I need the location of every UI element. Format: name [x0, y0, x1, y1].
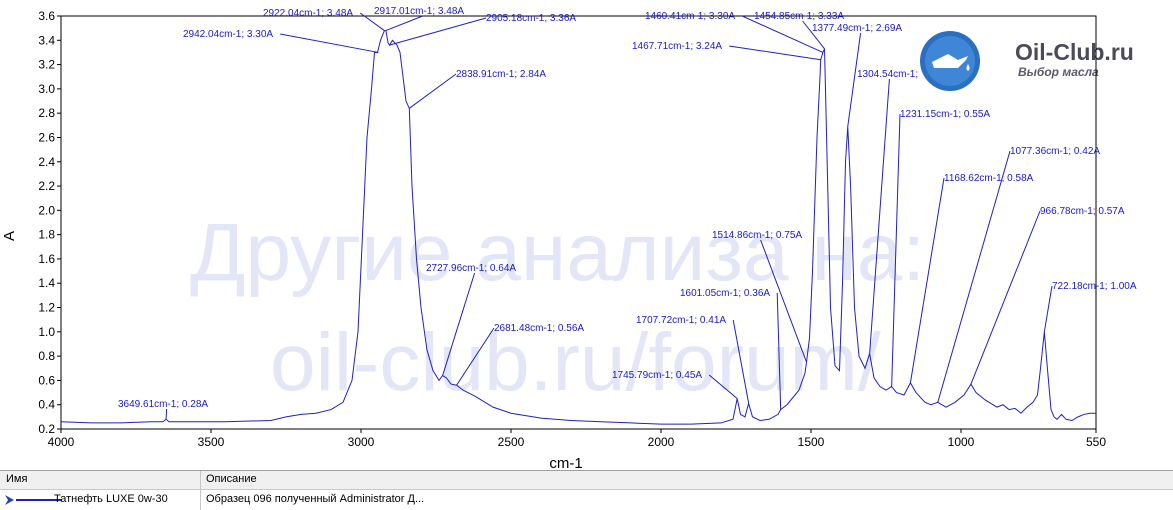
annotation-leader [971, 211, 1040, 384]
legend-table: Имя Описание Татнефть LUXE 0w-30 Образец… [0, 470, 1173, 510]
annotation-leader [1044, 286, 1052, 332]
annotation-leader [280, 34, 378, 52]
peak-annotation: 2917.01cm-1; 3.48A [374, 6, 464, 17]
peak-annotation: 1231.15cm-1; 0.55A [900, 109, 990, 120]
legend-row[interactable]: Татнефть LUXE 0w-30 Образец 096 полученн… [0, 490, 1173, 510]
x-tick-label: 2000 [648, 435, 675, 449]
y-tick-label: 3.2 [38, 58, 55, 72]
peak-annotation: 1514.86cm-1; 0.75A [712, 230, 802, 241]
legend-series-description: Образец 096 полученный Administrator Д..… [206, 493, 424, 505]
y-tick-label: 2.0 [38, 203, 55, 217]
y-tick-label: 2.8 [38, 106, 55, 120]
x-axis-title: cm-1 [549, 455, 582, 470]
watermark-line1: Другие анализа на: [190, 207, 925, 298]
peak-annotation: 3649.61cm-1; 0.28A [118, 399, 208, 410]
logo: Oil-Club.ru Выбор масла [920, 31, 1134, 91]
x-axis: 4000 3500 3000 2500 2000 1500 1000 550 [48, 429, 1107, 449]
x-tick-label: 1000 [948, 435, 975, 449]
legend-header: Имя Описание [0, 471, 1173, 490]
peak-annotation: 722.18cm-1; 1.00A [1052, 281, 1137, 292]
y-tick-label: 1.6 [38, 252, 55, 266]
peak-annotation: 2681.48cm-1; 0.56A [494, 323, 584, 334]
peak-annotation: 1304.54cm-1; [857, 69, 918, 80]
y-tick-label: 0.6 [38, 373, 55, 387]
x-tick-label: 4000 [48, 435, 75, 449]
legend-header-name[interactable]: Имя [6, 473, 27, 485]
y-tick-label: 0.2 [38, 422, 55, 436]
y-tick-label: 3.6 [38, 9, 55, 23]
x-tick-label: 1500 [798, 435, 825, 449]
y-tick-label: 3.4 [38, 33, 55, 47]
x-tick-label: 2500 [498, 435, 525, 449]
y-tick-label: 1.2 [38, 301, 55, 315]
peak-annotation: 1601.05cm-1; 0.36A [680, 288, 770, 299]
peak-annotation: 1168.62cm-1; 0.58A [944, 173, 1034, 184]
legend-series-name: Татнефть LUXE 0w-30 [54, 493, 168, 505]
y-tick-label: 2.6 [38, 130, 55, 144]
peak-annotation: 1745.79cm-1; 0.45A [612, 370, 702, 381]
x-tick-label: 3500 [198, 435, 225, 449]
annotation-leader [389, 18, 486, 45]
spectrum-chart: Другие анализа на: oil-club.ru/forum/ Oi… [0, 0, 1173, 470]
y-tick-label: 0.4 [38, 398, 55, 412]
y-tick-label: 2.2 [38, 179, 55, 193]
logo-subtitle: Выбор масла [1018, 65, 1099, 79]
legend-header-description[interactable]: Описание [206, 473, 257, 485]
y-tick-label: 1.0 [38, 325, 55, 339]
peak-annotation: 1077.36cm-1; 0.42A [1010, 146, 1100, 157]
logo-title: Oil-Club.ru [1015, 39, 1134, 65]
annotation-leader [386, 16, 423, 31]
peak-annotation: 1460.41cm-1; 3.30A [645, 11, 735, 22]
watermark: Другие анализа на: oil-club.ru/forum/ [190, 207, 925, 408]
annotation-leader [409, 74, 456, 108]
y-tick-label: 1.8 [38, 228, 55, 242]
peak-annotation: 2838.91cm-1; 2.84A [456, 69, 546, 80]
peak-annotation: 966.78cm-1; 0.57A [1040, 206, 1125, 217]
y-axis-title: A [1, 231, 18, 241]
peak-annotation: 1467.71cm-1; 3.24A [632, 41, 722, 52]
x-tick-label: 550 [1086, 435, 1106, 449]
peak-annotation: 2905.18cm-1; 3.36A [486, 13, 576, 24]
annotation-leader [729, 46, 820, 60]
x-tick-label: 3000 [348, 435, 375, 449]
peak-annotation: 2922.04cm-1; 3.48A [263, 8, 353, 19]
y-tick-label: 3.0 [38, 82, 55, 96]
peak-annotation: 1377.49cm-1; 2.69A [812, 23, 902, 34]
peak-annotation: 2942.04cm-1; 3.30A [183, 29, 273, 40]
peak-annotation: 1707.72cm-1; 0.41A [636, 315, 726, 326]
y-tick-label: 1.4 [38, 276, 55, 290]
y-axis: 0.2 0.4 0.6 0.8 1.0 1.2 1.4 1.6 1.8 2.0 2.2 2.4 2.6 2… [38, 9, 61, 436]
annotation-leader [938, 151, 1010, 402]
peak-annotation: 1454.85cm-1; 3.33A [754, 11, 844, 22]
y-tick-label: 0.8 [38, 349, 55, 363]
peak-annotation: 2727.96cm-1; 0.64A [426, 263, 516, 274]
y-tick-label: 2.4 [38, 155, 55, 169]
